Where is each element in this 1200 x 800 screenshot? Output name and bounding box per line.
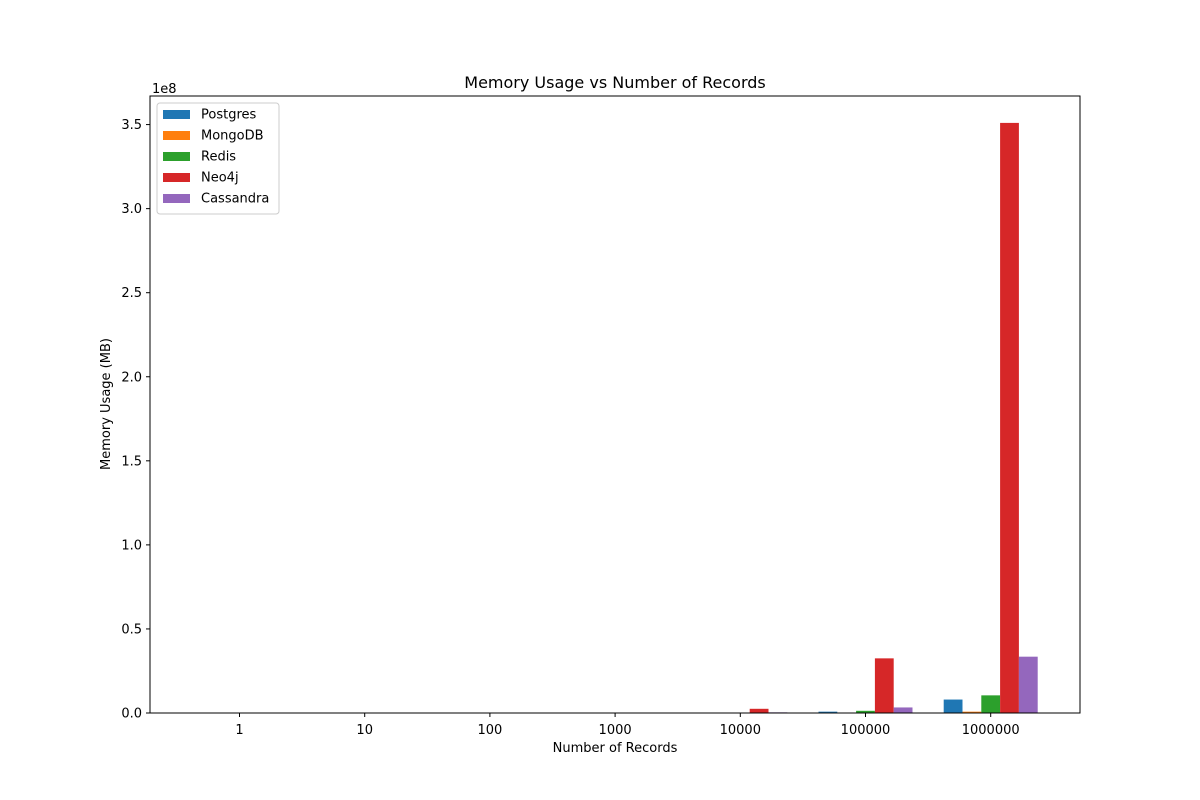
legend-swatch-mongodb: [163, 131, 190, 140]
bar-neo4j-1000000: [1000, 122, 1019, 713]
y-tick-label: 1.5: [121, 454, 142, 469]
legend-label-cassandra: Cassandra: [201, 192, 269, 207]
bar-cassandra-1000000: [1018, 656, 1038, 713]
bar-postgres-1000000: [943, 699, 963, 713]
bar-postgres-100000: [818, 711, 838, 713]
y-tick-label: 0.0: [121, 707, 142, 722]
bars-group: [624, 122, 1038, 713]
legend-label-neo4j: Neo4j: [201, 171, 239, 186]
legend-label-postgres: Postgres: [201, 108, 257, 123]
y-axis-ticks: 0.0 0.5 1.0 1.5 2.0 2.5 3.0 3.5: [121, 118, 150, 722]
y-tick-label: 1.0: [121, 538, 142, 553]
bar-redis-1000000: [981, 695, 1001, 713]
y-tick-label: 0.5: [121, 622, 142, 637]
x-tick-label: 1000000: [962, 723, 1020, 738]
plot-area-frame: [149, 95, 1081, 714]
x-tick-label: 100: [477, 723, 502, 738]
y-tick-label: 2.0: [121, 370, 142, 385]
x-tick-label: 1000: [599, 723, 632, 738]
legend-box: [156, 102, 280, 215]
bar-neo4j-10000: [749, 708, 769, 713]
y-axis-scale-label: 1e8: [152, 82, 177, 97]
legend-swatch-neo4j: [163, 173, 190, 182]
bar-redis-100000: [856, 710, 875, 713]
x-tick-label: 10: [356, 723, 373, 738]
x-tick-label: 100000: [841, 723, 891, 738]
x-tick-label: 10000: [720, 723, 761, 738]
x-axis-label: Number of Records: [553, 741, 678, 756]
x-tick-label: 1: [235, 723, 243, 738]
chart-title: Memory Usage vs Number of Records: [464, 73, 765, 92]
bar-mongodb-1000000: [962, 711, 982, 713]
y-axis-label: Memory Usage (MB): [99, 338, 114, 470]
y-tick-label: 3.5: [121, 118, 142, 133]
legend-swatch-postgres: [163, 110, 190, 119]
legend-swatch-cassandra: [163, 194, 190, 203]
x-axis-ticks: 1 10 100 1000 10000 100000 1000000: [235, 713, 1020, 738]
legend-swatch-redis: [163, 152, 190, 161]
bar-cassandra-100000: [893, 707, 913, 713]
y-tick-label: 2.5: [121, 286, 142, 301]
legend: Postgres MongoDB Redis Neo4j Cassandra: [156, 102, 280, 215]
legend-label-redis: Redis: [201, 150, 236, 165]
bar-neo4j-100000: [874, 658, 894, 713]
y-tick-label: 3.0: [121, 202, 142, 217]
legend-label-mongodb: MongoDB: [201, 129, 264, 144]
